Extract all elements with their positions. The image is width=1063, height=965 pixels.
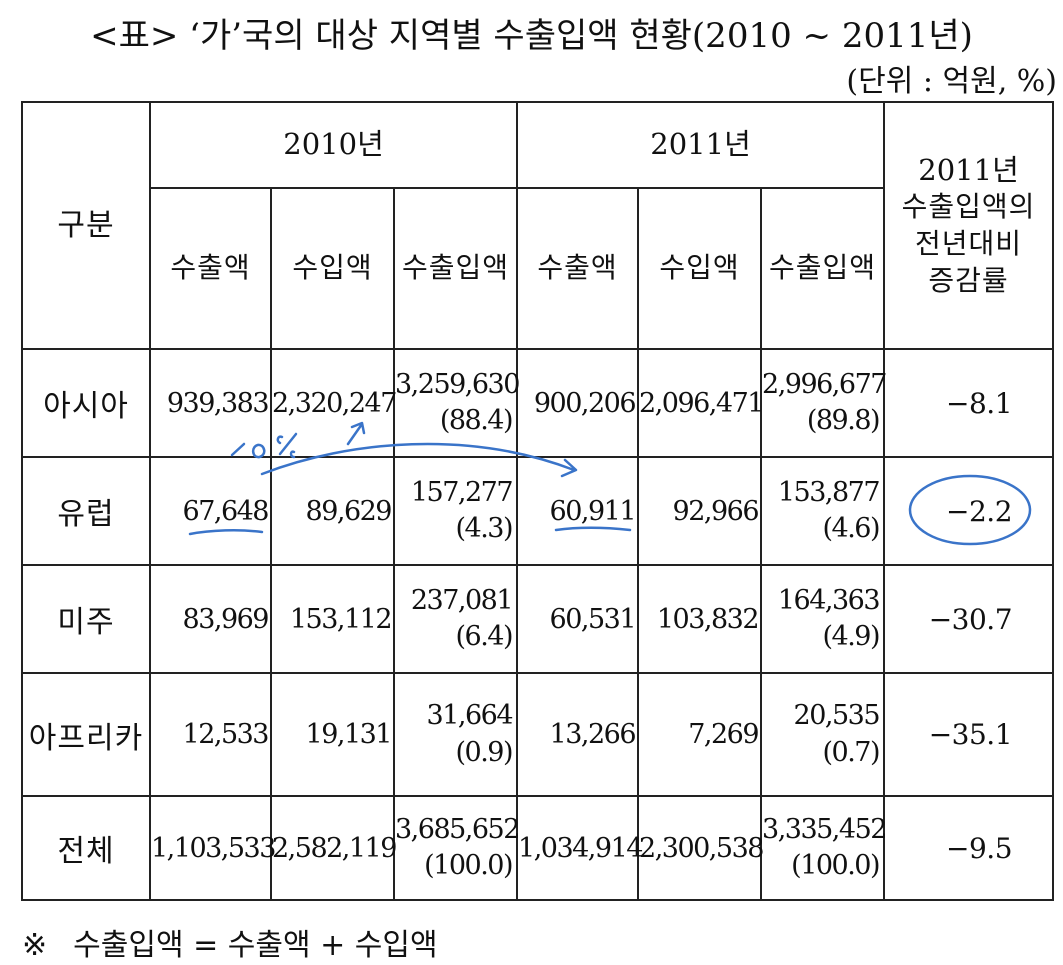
- cell-2010-trade: 3,259,630 (88.4): [392, 348, 520, 458]
- trade-table: 구분 2010년 2011년 2011년 수출입액의 전년대비 증감률 수출액 …: [21, 101, 1055, 901]
- cell-2011-import: 103,832: [637, 564, 763, 674]
- row-label-europe: 유럽: [21, 456, 151, 566]
- header-category: 구분: [21, 101, 151, 350]
- row-label-asia: 아시아: [21, 348, 151, 458]
- row-label-total: 전체: [21, 795, 151, 901]
- header-growth-rate-line1: 2011년: [918, 152, 1019, 187]
- cell-2010-import: 89,629: [270, 456, 395, 566]
- header-year-2011: 2011년: [516, 101, 886, 189]
- footnote-text: 수출입액 = 수출액 + 수입액: [73, 928, 438, 963]
- cell-2010-import: 2,582,119: [270, 795, 397, 901]
- cell-2010-export: 939,383: [149, 348, 272, 458]
- row-label-americas: 미주: [21, 564, 151, 674]
- header-growth-rate-line3: 전년대비: [915, 227, 1023, 261]
- header-2010-import: 수입액: [270, 187, 395, 350]
- header-growth-rate-line4: 증감률: [928, 264, 1009, 298]
- table-row: 아프리카 12,533 19,131 31,664 (0.9) 13,266 7,…: [21, 672, 1055, 797]
- cell-2010-trade: 3,685,652 (100.0): [392, 795, 520, 901]
- header-2011-export: 수출액: [516, 187, 640, 350]
- table-title: <표> ‘가’국의 대상 지역별 수출입액 현황(2010 ~ 2011년): [90, 16, 973, 56]
- cell-growth-rate: −35.1: [883, 672, 1055, 797]
- cell-2011-import: 2,300,538: [637, 795, 764, 901]
- table-row: 유럽 67,648 89,629 157,277 (4.3) 60,911 92,…: [21, 456, 1055, 566]
- table-row: 아시아 939,383 2,320,247 3,259,630 (88.4) 90…: [21, 348, 1055, 458]
- cell-2011-import: 92,966: [637, 456, 763, 566]
- reference-mark: ※: [22, 928, 48, 963]
- cell-2011-import: 2,096,471: [637, 348, 764, 458]
- table-row: 전체 1,103,533 2,582,119 3,685,652 (100.0) …: [21, 795, 1055, 901]
- unit-label: (단위 : 억원, %): [846, 64, 1057, 99]
- header-growth-rate-line2: 수출입액의: [901, 190, 1036, 224]
- header-2011-trade: 수출입액: [760, 187, 886, 350]
- table-row: 미주 83,969 153,112 237,081 (6.4) 60,531 10…: [21, 564, 1055, 674]
- cell-2010-trade: 237,081 (6.4): [392, 564, 519, 674]
- header-2010-export: 수출액: [149, 187, 272, 350]
- cell-growth-rate: −9.5: [883, 795, 1055, 901]
- header-2010-trade: 수출입액: [392, 187, 519, 350]
- cell-2010-import: 153,112: [270, 564, 395, 674]
- row-label-africa: 아프리카: [21, 672, 151, 797]
- cell-2010-export: 67,648: [149, 456, 272, 566]
- cell-2010-import: 19,131: [270, 672, 395, 797]
- cell-2010-export: 12,533: [149, 672, 272, 797]
- cell-2011-export: 60,531: [516, 564, 640, 674]
- cell-2010-trade: 157,277 (4.3): [392, 456, 519, 566]
- cell-2011-trade: 164,363 (4.9): [760, 564, 886, 674]
- cell-2011-export: 60,911: [516, 456, 640, 566]
- cell-2010-export: 83,969: [149, 564, 272, 674]
- cell-growth-rate: −8.1: [883, 348, 1055, 458]
- cell-2010-trade: 31,664 (0.9): [392, 672, 519, 797]
- header-year-2010: 2010년: [148, 101, 519, 189]
- cell-2011-export: 13,266: [516, 672, 640, 797]
- cell-2011-trade: 153,877 (4.6): [760, 456, 886, 566]
- cell-growth-rate: −30.7: [883, 564, 1055, 674]
- cell-2011-export: 900,206: [516, 348, 640, 458]
- cell-2011-export: 1,034,914: [516, 795, 643, 901]
- cell-2011-import: 7,269: [637, 672, 763, 797]
- header-growth-rate: 2011년 수출입액의 전년대비 증감률: [883, 101, 1055, 350]
- cell-2010-import: 2,320,247: [270, 348, 397, 458]
- cell-growth-rate: −2.2: [883, 456, 1055, 566]
- cell-2011-trade: 3,335,452 (100.0): [760, 795, 887, 901]
- cell-2011-trade: 2,996,677 (89.8): [760, 348, 887, 458]
- cell-2010-export: 1,103,533: [149, 795, 276, 901]
- header-2011-import: 수입액: [637, 187, 763, 350]
- footnote: ※ 수출입액 = 수출액 + 수입액: [22, 920, 438, 964]
- cell-2011-trade: 20,535 (0.7): [760, 672, 886, 797]
